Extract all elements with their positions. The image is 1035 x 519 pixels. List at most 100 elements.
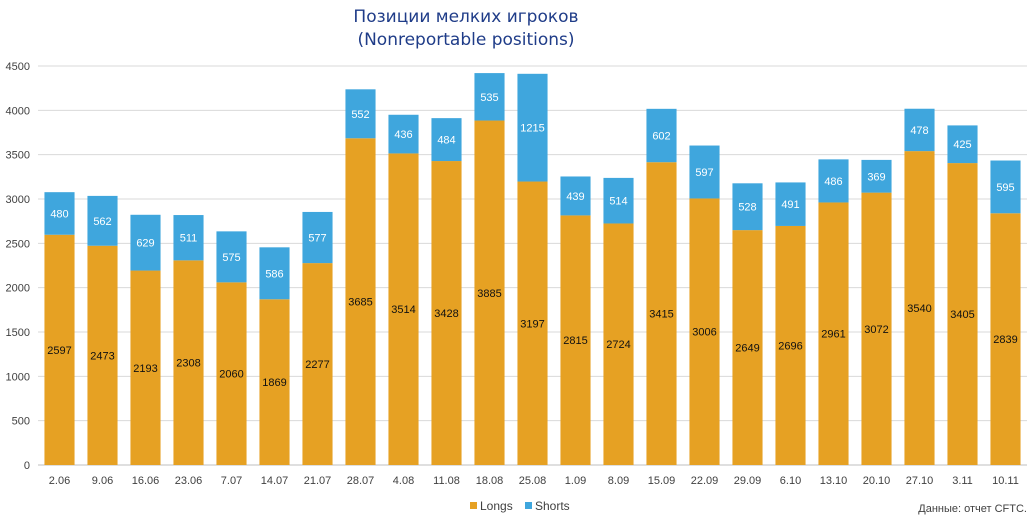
data-label-longs: 3415: [649, 309, 673, 321]
y-tick-label: 1000: [6, 371, 30, 383]
y-tick-label: 2000: [6, 283, 30, 295]
x-tick-label: 3.11: [952, 475, 973, 487]
data-label-shorts: 1215: [520, 123, 544, 135]
bar-segment-longs: [560, 215, 591, 465]
bar-segment-shorts: [87, 195, 118, 246]
bar-segment-longs: [818, 202, 849, 465]
bars: 2597 480 2473 562 2193 629 2308 511 2060 575 1869 5…: [44, 73, 1021, 466]
x-tick-label: 27.10: [906, 475, 934, 487]
x-tick-label: 2.06: [49, 475, 70, 487]
x-tick-label: 20.10: [863, 475, 891, 487]
bar-segment-longs: [87, 245, 118, 465]
data-label-longs: 2839: [993, 334, 1017, 346]
x-axis: 2.06 9.06 16.06 23.06 7.07 14.07 21.07 28.07 4.0…: [49, 475, 1019, 487]
data-label-longs: 2815: [563, 335, 587, 347]
bar-segment-longs: [173, 260, 204, 465]
bar-segment-shorts: [302, 211, 333, 264]
data-label-shorts: 595: [996, 182, 1014, 194]
data-label-longs: 2308: [176, 358, 200, 370]
data-label-shorts: 602: [652, 131, 670, 143]
data-label-shorts: 575: [222, 252, 240, 264]
bar-segment-shorts: [818, 159, 849, 203]
y-tick-label: 3000: [6, 194, 30, 206]
bar-segment-shorts: [689, 145, 720, 199]
legend-label-longs: Longs: [480, 499, 513, 513]
bar-segment-longs: [990, 213, 1021, 465]
data-label-longs: 2277: [305, 359, 329, 371]
x-tick-label: 6.10: [780, 475, 801, 487]
data-label-longs: 2193: [133, 363, 157, 375]
x-tick-label: 8.09: [608, 475, 629, 487]
x-tick-label: 15.09: [648, 475, 676, 487]
x-tick-label: 11.08: [433, 475, 460, 487]
bar-segment-shorts: [990, 160, 1021, 214]
bar-segment-shorts: [732, 183, 763, 231]
bar-segment-longs: [216, 282, 247, 465]
bar-segment-shorts: [603, 177, 634, 224]
bar-segment-longs: [603, 223, 634, 465]
x-tick-label: 13.10: [820, 475, 848, 487]
data-label-longs: 2649: [735, 343, 759, 355]
bar-segment-shorts: [517, 73, 548, 182]
data-label-shorts: 439: [566, 191, 584, 203]
bar-segment-shorts: [560, 176, 591, 216]
y-tick-label: 500: [12, 416, 30, 428]
legend-label-shorts: Shorts: [535, 499, 570, 513]
bar-segment-longs: [947, 163, 978, 465]
x-tick-label: 28.07: [347, 475, 375, 487]
y-axis: 0 500 1000 1500 2000 2500 3000 3500 4000 4500: [6, 61, 30, 472]
bar-segment-longs: [732, 230, 763, 465]
bar-segment-shorts: [44, 192, 75, 235]
x-tick-label: 1.09: [565, 475, 586, 487]
data-label-longs: 2961: [821, 329, 845, 341]
bar-segment-longs: [388, 153, 419, 465]
bar-segment-shorts: [431, 118, 462, 162]
x-tick-label: 25.08: [519, 475, 547, 487]
data-label-shorts: 597: [695, 167, 713, 179]
bar-segment-shorts: [216, 231, 247, 283]
x-tick-label: 10.11: [992, 475, 1019, 487]
bar-segment-longs: [44, 234, 75, 465]
x-tick-label: 9.06: [92, 475, 113, 487]
data-label-longs: 3885: [477, 288, 501, 300]
data-label-shorts: 562: [93, 216, 111, 228]
data-label-longs: 2696: [778, 340, 802, 352]
bar-segment-longs: [345, 138, 376, 465]
data-label-shorts: 484: [437, 135, 455, 147]
bar-segment-shorts: [646, 108, 677, 163]
data-label-shorts: 436: [394, 129, 412, 141]
data-label-longs: 3197: [520, 318, 544, 330]
data-label-shorts: 369: [867, 171, 885, 183]
chart-subtitle: (Nonreportable positions): [357, 30, 574, 50]
chart-title: Позиции мелких игроков: [353, 7, 578, 27]
x-tick-label: 16.06: [132, 475, 160, 487]
bar-segment-longs: [775, 225, 806, 465]
x-tick-label: 23.06: [175, 475, 203, 487]
bar-segment-longs: [302, 263, 333, 465]
y-tick-label: 0: [24, 460, 30, 472]
bar-segment-longs: [517, 181, 548, 466]
bar-segment-shorts: [173, 215, 204, 261]
data-label-longs: 3006: [692, 327, 716, 339]
data-label-shorts: 478: [910, 125, 928, 137]
bar-segment-longs: [474, 120, 505, 465]
y-tick-label: 3500: [6, 150, 30, 162]
data-label-longs: 2724: [606, 339, 630, 351]
data-label-longs: 3514: [391, 304, 415, 316]
legend-swatch-shorts: [525, 502, 532, 509]
y-tick-label: 2500: [6, 238, 30, 250]
bar-segment-shorts: [259, 247, 290, 300]
x-tick-label: 4.08: [393, 475, 414, 487]
data-label-longs: 2597: [47, 345, 71, 357]
x-tick-label: 14.07: [261, 475, 289, 487]
data-label-shorts: 577: [308, 233, 326, 245]
data-label-longs: 1869: [262, 377, 286, 389]
data-label-shorts: 528: [738, 202, 756, 214]
bar-segment-shorts: [345, 89, 376, 139]
bar-segment-longs: [861, 192, 892, 465]
data-label-longs: 3428: [434, 308, 458, 320]
bar-segment-longs: [130, 270, 161, 465]
data-label-longs: 3685: [348, 297, 372, 309]
legend: Longs Shorts: [470, 499, 570, 513]
